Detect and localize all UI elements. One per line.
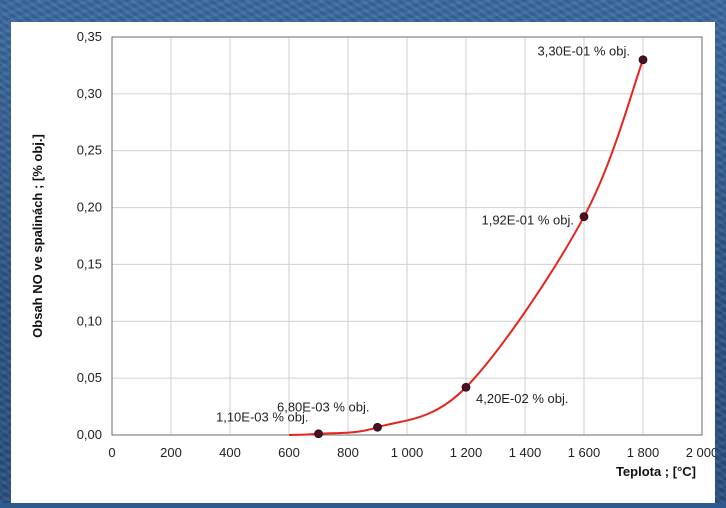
data-point-marker: [314, 429, 323, 439]
y-tick-label: 0,15: [77, 256, 102, 271]
x-tick-label: 1 400: [509, 445, 542, 460]
x-tick-label: 1 000: [391, 445, 424, 460]
x-tick-label: 400: [219, 445, 241, 460]
data-point-label: 4,20E-02 % obj.: [476, 391, 569, 406]
x-tick-label: 0: [108, 445, 115, 460]
data-markers: [314, 55, 648, 439]
data-point-marker: [461, 382, 471, 392]
chart-svg: 0 200 400 600 800 1 000 1 200 1 400 1 600 1 800 2 …: [30, 29, 718, 479]
grid: [112, 37, 702, 435]
data-point-marker: [579, 212, 589, 222]
x-tick-label: 2 000: [686, 445, 715, 460]
x-tick-label: 800: [337, 445, 359, 460]
y-axis-ticks: 0,00 0,05 0,10 0,15 0,20 0,25 0,30 0,35: [77, 29, 102, 442]
plot-frame: [111, 36, 703, 436]
x-tick-label: 200: [160, 445, 182, 460]
x-tick-label: 1 600: [568, 445, 601, 460]
chart-panel: 0 200 400 600 800 1 000 1 200 1 400 1 600 1 800 2 …: [11, 22, 718, 503]
y-tick-label: 0,00: [77, 427, 102, 442]
y-tick-label: 0,35: [77, 29, 102, 44]
y-tick-label: 0,10: [77, 313, 102, 328]
x-tick-label: 1 200: [450, 445, 483, 460]
x-tick-label: 600: [278, 445, 300, 460]
y-axis-label: Obsah NO ve spalinách ; [% obj.]: [30, 134, 45, 338]
data-point-label: 6,80E-03 % obj.: [277, 399, 370, 414]
data-labels: 1,10E-03 % obj.6,80E-03 % obj. 4,20E-02 %…: [216, 44, 630, 425]
y-tick-label: 0,20: [77, 200, 102, 215]
y-tick-label: 0,30: [77, 86, 102, 101]
x-tick-label: 1 800: [627, 445, 660, 460]
data-point-label: 1,92E-01 % obj.: [481, 213, 574, 228]
y-tick-label: 0,25: [77, 143, 102, 158]
y-tick-label: 0,05: [77, 370, 102, 385]
data-point-marker: [373, 422, 382, 432]
data-point-marker: [638, 55, 648, 65]
x-axis-ticks: 0 200 400 600 800 1 000 1 200 1 400 1 600 1 800 2 …: [108, 445, 718, 460]
data-point-label: 3,30E-01 % obj.: [537, 44, 630, 59]
data-point-label: 1,10E-03 % obj.: [216, 410, 309, 425]
x-axis-label: Teplota ; [°C]: [616, 464, 696, 479]
